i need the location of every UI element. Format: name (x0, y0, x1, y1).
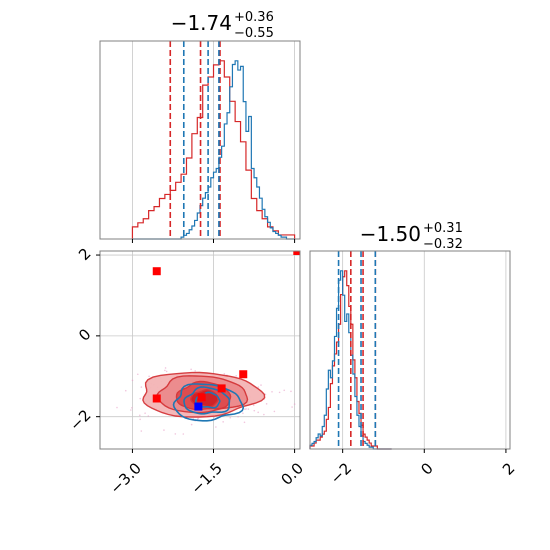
tick-label: −2 (66, 406, 94, 434)
sample-point (147, 415, 150, 417)
sample-point (131, 407, 133, 409)
marker-red (217, 384, 226, 393)
tick-marks (96, 254, 296, 453)
sample-point (215, 426, 217, 428)
sample-point (139, 418, 141, 421)
sample-point (222, 421, 224, 423)
title-param1-median: −1.74 (171, 11, 232, 35)
sample-point (257, 386, 260, 388)
sample-point (164, 367, 167, 369)
sample-point (136, 373, 139, 376)
sample-point (245, 408, 247, 410)
marker-red (152, 267, 161, 276)
sample-point (229, 416, 232, 419)
marker-red (239, 370, 248, 379)
tick-marks (131, 239, 296, 243)
tick-label: −1.5 (188, 459, 226, 497)
joint-panel: −3.0 −1.5 0.0 −2 0 2 (66, 244, 307, 497)
tick-label: 0 (417, 459, 436, 478)
title-param2-plus: +0.31 (423, 221, 463, 236)
marker-red (197, 393, 206, 402)
sample-point (271, 390, 273, 393)
title-param2: −1.50 (360, 222, 421, 246)
sample-point (197, 417, 199, 420)
sample-point (244, 408, 246, 411)
tick-label: 0.0 (278, 459, 308, 489)
sample-point (190, 423, 193, 426)
sample-point (163, 429, 165, 431)
sample-point (130, 409, 132, 411)
sample-point (174, 433, 177, 435)
sample-point (265, 403, 268, 405)
sample-point (131, 379, 134, 382)
panel-frame (99, 40, 301, 240)
tick-marks (342, 449, 507, 453)
sample-point (164, 369, 166, 372)
histogram-blue (309, 270, 392, 450)
histogram-red (309, 270, 392, 450)
sample-point (148, 375, 150, 378)
x-tick-labels-param1: −3.0 −1.5 0.0 (106, 459, 307, 497)
grid-lines (100, 251, 300, 449)
sample-point (263, 413, 265, 416)
sample-point (139, 397, 142, 400)
sample-point (291, 406, 293, 408)
marginal-panel-param1: −1.74 +0.36 −0.55 (99, 10, 301, 243)
tick-label: 2 (75, 244, 94, 263)
sample-point (252, 404, 255, 407)
sample-point (290, 390, 292, 393)
marker-red (152, 394, 161, 403)
sample-point (247, 408, 250, 410)
sample-point (140, 430, 143, 432)
sample-point (264, 393, 267, 396)
title-param1-minus: −0.55 (234, 26, 274, 41)
histograms (309, 270, 392, 450)
histogram-red (131, 60, 296, 239)
title-param2-minus: −0.32 (423, 237, 463, 252)
sample-point (235, 375, 238, 377)
sample-point (124, 389, 127, 392)
markers (152, 251, 300, 411)
sample-point (293, 403, 296, 405)
sample-point (140, 386, 143, 388)
quantile-lines (169, 41, 221, 239)
x-tick-labels-param2: −2 0 2 (327, 459, 519, 487)
sample-point (273, 410, 276, 413)
contour-blue-level-3 (194, 391, 221, 409)
sample-point (190, 368, 192, 371)
sample-point (144, 412, 146, 414)
grid-lines (342, 251, 507, 449)
panel-frame (99, 250, 301, 450)
sample-point (283, 389, 286, 392)
tick-label: 2 (499, 459, 518, 478)
sample-point (116, 406, 118, 409)
tick-label: −2 (327, 459, 355, 487)
sample-point (223, 372, 226, 375)
tick-label: −3.0 (106, 459, 144, 497)
quantile-lines (337, 251, 377, 449)
sample-point (257, 411, 259, 414)
sample-point (165, 370, 168, 373)
title-param1-plus: +0.36 (234, 10, 274, 25)
sample-point (138, 414, 141, 417)
sample-point (260, 384, 262, 386)
title-param1: −1.74 (171, 11, 232, 35)
y-tick-labels-param2: −2 0 2 (66, 244, 94, 434)
sample-point (237, 415, 239, 418)
sample-point (242, 412, 244, 415)
marker-red (293, 251, 300, 255)
sample-point (182, 433, 185, 435)
marker-blue (194, 402, 203, 411)
sample-point (253, 409, 256, 412)
marginal-panel-param2: −2 0 2 −1.50 +0.31 −0.32 (309, 221, 519, 488)
tick-label: 0 (75, 325, 94, 344)
panel-frame (309, 250, 511, 450)
joint-density (116, 251, 300, 435)
sample-point (278, 391, 281, 394)
sample-point (243, 421, 246, 424)
sample-point (194, 370, 196, 372)
title-param2-median: −1.50 (360, 222, 421, 246)
